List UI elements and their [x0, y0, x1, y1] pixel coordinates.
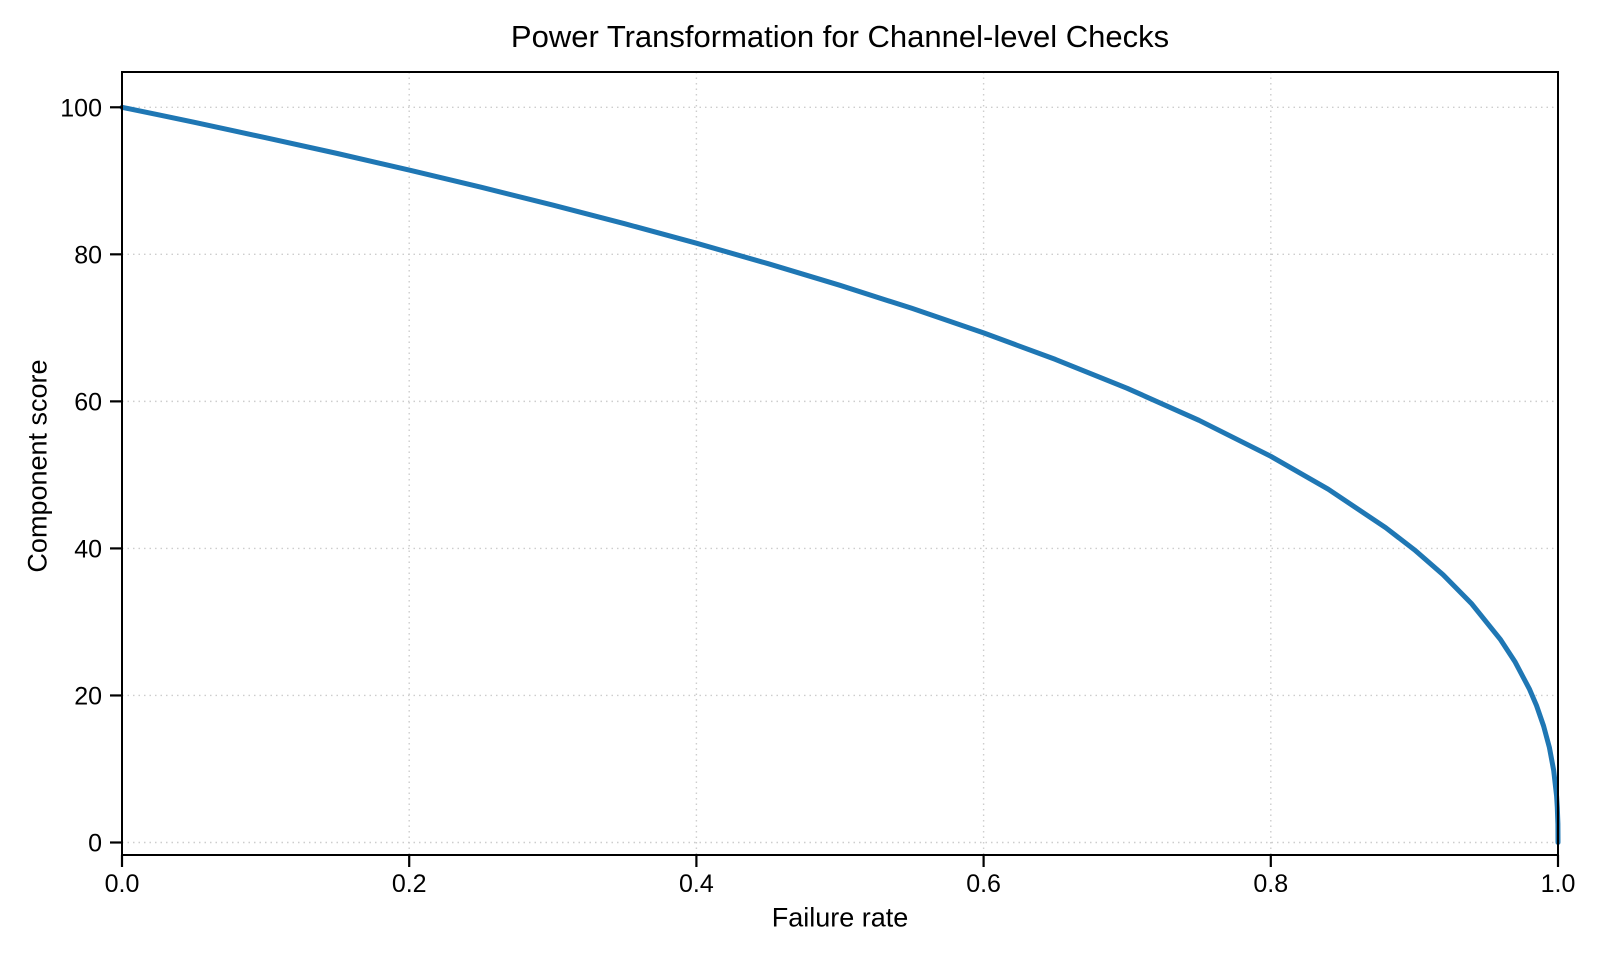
x-axis-label: Failure rate: [771, 902, 909, 933]
x-tick-label: 0.6: [966, 870, 1001, 898]
y-tick-label: 100: [60, 94, 102, 122]
curve-component-score: [119, 104, 1561, 845]
x-tick-label: 0.2: [392, 870, 427, 898]
y-tick-label: 80: [74, 241, 102, 269]
x-tick-label: 0.0: [105, 870, 140, 898]
axes-frame: [121, 71, 1559, 856]
y-tick-label: 20: [74, 682, 102, 710]
y-tick-label: 40: [74, 535, 102, 563]
y-tick-label: 60: [74, 388, 102, 416]
x-tick-label: 0.8: [1253, 870, 1288, 898]
chart-title: Power Transformation for Channel-level C…: [510, 19, 1170, 54]
y-axis-label: Component score: [22, 359, 53, 573]
x-tick-label: 0.4: [679, 870, 714, 898]
x-tick-label: 1.0: [1541, 870, 1576, 898]
y-tick-label: 0: [88, 830, 102, 858]
